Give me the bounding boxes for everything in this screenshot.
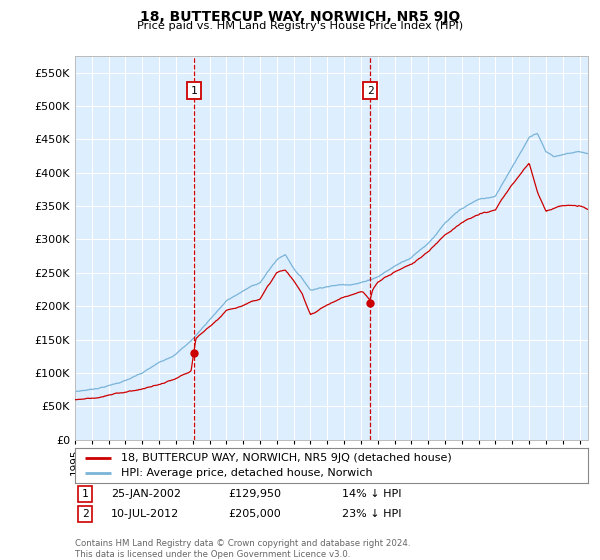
Text: 23% ↓ HPI: 23% ↓ HPI xyxy=(342,509,401,519)
Text: 18, BUTTERCUP WAY, NORWICH, NR5 9JQ (detached house): 18, BUTTERCUP WAY, NORWICH, NR5 9JQ (det… xyxy=(121,452,452,463)
Text: 1: 1 xyxy=(82,489,89,499)
Text: 2: 2 xyxy=(82,509,89,519)
Text: HPI: Average price, detached house, Norwich: HPI: Average price, detached house, Norw… xyxy=(121,468,373,478)
Text: £205,000: £205,000 xyxy=(228,509,281,519)
Text: 2: 2 xyxy=(367,86,373,96)
Text: Price paid vs. HM Land Registry's House Price Index (HPI): Price paid vs. HM Land Registry's House … xyxy=(137,21,463,31)
Text: 18, BUTTERCUP WAY, NORWICH, NR5 9JQ: 18, BUTTERCUP WAY, NORWICH, NR5 9JQ xyxy=(140,10,460,24)
Text: £129,950: £129,950 xyxy=(228,489,281,499)
Text: 10-JUL-2012: 10-JUL-2012 xyxy=(111,509,179,519)
Text: 14% ↓ HPI: 14% ↓ HPI xyxy=(342,489,401,499)
Text: Contains HM Land Registry data © Crown copyright and database right 2024.
This d: Contains HM Land Registry data © Crown c… xyxy=(75,539,410,559)
Text: 1: 1 xyxy=(191,86,197,96)
Text: 25-JAN-2002: 25-JAN-2002 xyxy=(111,489,181,499)
